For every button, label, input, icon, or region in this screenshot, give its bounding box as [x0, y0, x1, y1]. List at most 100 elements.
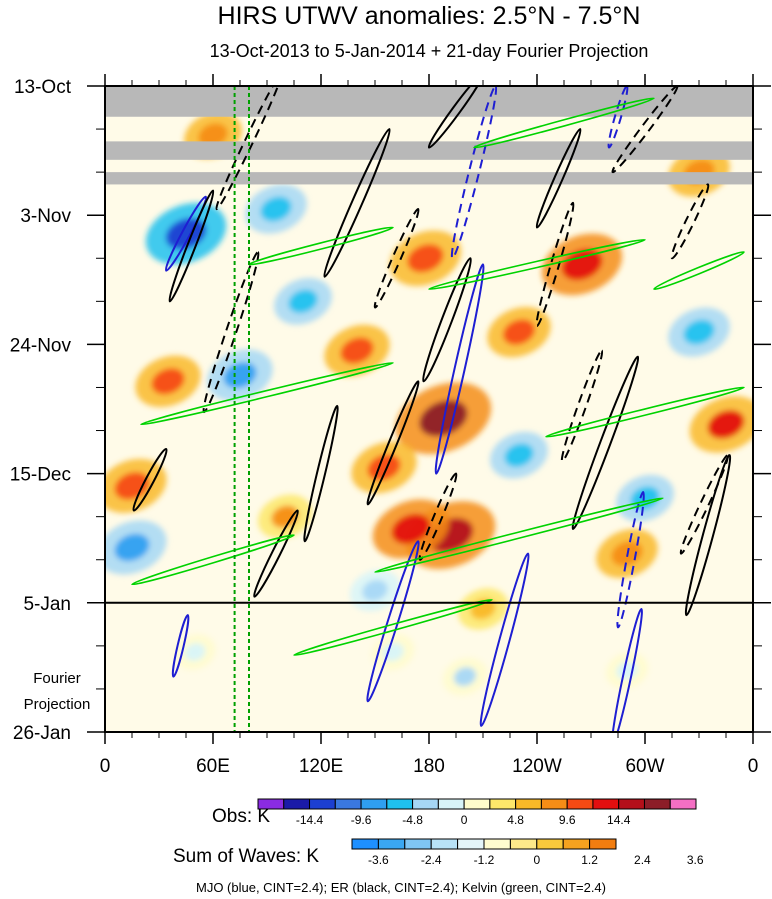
- x-axis: 0 60E 120E 180 120W 60W 0: [100, 74, 758, 777]
- er-contour-14: [571, 355, 640, 530]
- kelvin-contour-36: [653, 251, 745, 291]
- kelvin-contour-29: [473, 97, 655, 149]
- obs-colorbar-swatch-0: [257, 798, 285, 810]
- obs-colorbar-tick-label-5: 9.6: [559, 813, 576, 827]
- x-tick-label-0: 0: [100, 756, 111, 777]
- er-contour-18: [132, 447, 168, 512]
- waves-colorbar-swatch-0: [351, 838, 379, 850]
- obs-colorbar-swatch-9: [489, 798, 517, 810]
- obs-colorbar-tick-label-1: -9.6: [351, 813, 372, 827]
- mjo-contour-3: [434, 263, 485, 475]
- obs-colorbar-title: Obs: K: [212, 806, 270, 827]
- mjo-contour-4: [171, 614, 190, 678]
- waves-colorbar-swatch-6: [509, 838, 538, 850]
- missing-band-0: [105, 86, 753, 117]
- anomaly-hotspot-core-10: [340, 337, 374, 364]
- er-contour-22: [535, 201, 575, 327]
- obs-colorbar-swatch-5: [386, 798, 414, 810]
- y-tick-label-5: 26-Jan: [13, 723, 71, 744]
- mjo-contour-6: [616, 491, 645, 629]
- waves-colorbar-tick-label-3: 0: [533, 853, 540, 867]
- er-contour-13: [422, 257, 472, 383]
- waves-colorbar-swatch-7: [536, 838, 564, 850]
- plot-area: [105, 86, 753, 732]
- waves-colorbar-swatch-4: [457, 838, 485, 850]
- er-contour-27: [418, 472, 458, 561]
- y-tick-label-3: 15-Dec: [10, 465, 71, 486]
- kelvin-contour-35: [131, 534, 295, 586]
- waves-colorbar-swatch-3: [430, 838, 459, 850]
- obs-colorbar-swatch-4: [360, 798, 388, 810]
- waves-colorbar-swatch-8: [562, 838, 591, 850]
- x-tick-label-5: 60W: [625, 756, 664, 777]
- obs-colorbar-swatch-10: [515, 798, 542, 810]
- missing-data-bands: [105, 86, 753, 185]
- anomaly-hotspot-core-28: [184, 643, 206, 661]
- er-contour-19: [684, 454, 732, 617]
- waves-colorbar-tick-label-6: 3.6: [687, 853, 704, 867]
- obs-colorbar-swatch-6: [412, 798, 439, 810]
- mjo-contour-2: [611, 607, 643, 732]
- anomaly-hotspot-core-19: [683, 319, 715, 345]
- kelvin-contour-30: [428, 238, 646, 291]
- anomaly-hotspot-core-6: [114, 472, 150, 500]
- obs-colorbar-swatch-15: [643, 798, 671, 810]
- chart-title: HIRS UTWV anomalies: 2.5°N - 7.5°N: [218, 2, 641, 30]
- reference-longitude-lines: [233, 86, 250, 732]
- er-contour-15: [303, 404, 339, 543]
- er-contour-11: [535, 128, 582, 229]
- obs-colorbar-swatch-2: [309, 798, 336, 810]
- er-contour-9: [427, 86, 485, 149]
- contour-legend-text: MJO (blue, CINT=2.4); ER (black, CINT=2.…: [196, 880, 606, 895]
- anomaly-hotspot-core-7: [151, 368, 185, 395]
- obs-colorbar-tick-label-2: -4.8: [402, 813, 423, 827]
- er-contour-16: [366, 380, 420, 506]
- anomaly-hotspot-core-4: [407, 244, 444, 273]
- waves-colorbar-tick-label-5: 2.4: [634, 853, 651, 867]
- obs-colorbar-swatch-14: [618, 798, 645, 810]
- anomaly-hotspot-core-3: [561, 248, 603, 280]
- mjo-contour-1: [479, 552, 530, 727]
- obs-colorbar-swatch-8: [463, 798, 491, 810]
- er-contour-17: [253, 509, 299, 598]
- kelvin-contour-32: [374, 497, 664, 573]
- er-contour-25: [670, 183, 710, 260]
- anomaly-hotspot-core-5: [707, 410, 745, 439]
- projection-label-line2: Projection: [24, 696, 91, 713]
- mjo-contour-8: [164, 195, 208, 272]
- er-contour-12: [168, 189, 215, 303]
- anomaly-hotspot-core-20: [504, 443, 534, 467]
- waves-colorbar-tick-label-4: 1.2: [581, 853, 598, 867]
- x-tick-label-1: 60E: [196, 756, 230, 777]
- obs-colorbar-swatch-11: [540, 798, 568, 810]
- y-tick-label-2: 24-Nov: [10, 335, 72, 356]
- missing-band-1: [105, 141, 753, 160]
- x-tick-label-2: 120E: [299, 756, 343, 777]
- anomaly-hotspot-core-13: [503, 319, 535, 345]
- missing-band-2: [105, 172, 753, 185]
- obs-colorbar-tick-label-6: 14.4: [607, 813, 631, 827]
- er-contour-28: [560, 349, 604, 463]
- waves-colorbar-swatch-5: [483, 838, 511, 850]
- kelvin-contour-33: [140, 361, 394, 426]
- obs-colorbar-swatch-13: [592, 798, 620, 810]
- obs-colorbar: Obs: K -14.4 -9.6 -4.8 0 4.8 9.6 14.4: [212, 798, 697, 827]
- waves-colorbar-swatch-2: [404, 838, 432, 850]
- kelvin-contour-34: [545, 386, 745, 438]
- anomaly-hotspot-core-25: [453, 667, 477, 687]
- anomaly-field: [105, 111, 753, 696]
- anomaly-hotspot-core-18: [288, 289, 318, 313]
- waves-colorbar-tick-label-0: -3.6: [368, 853, 389, 867]
- obs-colorbar-swatch-7: [437, 798, 465, 810]
- waves-colorbar: Sum of Waves: K -3.6 -2.4 -1.2 0 1.2 2.4 3.6: [173, 838, 704, 867]
- y-tick-label-0: 13-Oct: [14, 77, 72, 98]
- waves-colorbar-tick-label-1: -2.4: [421, 853, 442, 867]
- obs-colorbar-tick-label-0: -14.4: [296, 813, 324, 827]
- obs-colorbar-swatch-3: [334, 798, 362, 810]
- wave-contours: [131, 86, 745, 732]
- obs-colorbar-swatch-12: [566, 798, 594, 810]
- waves-colorbar-tick-label-2: -1.2: [474, 853, 495, 867]
- er-contour-23: [373, 208, 420, 309]
- er-contour-20: [215, 86, 283, 211]
